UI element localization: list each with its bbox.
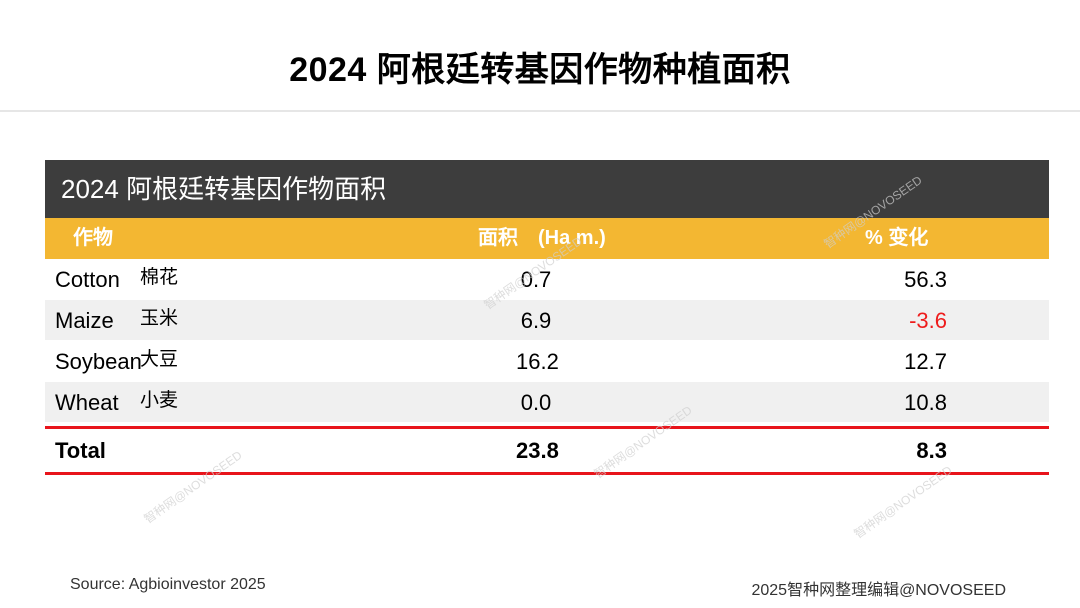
total-bottom-rule: [45, 472, 1049, 475]
table-row: Cotton 棉花 0.7 56.3: [45, 259, 1049, 300]
total-label: Total: [55, 438, 106, 463]
credit-note: 2025智种网整理编辑@NOVOSEED: [751, 582, 1006, 599]
table-caption: 2024 阿根廷转基因作物面积: [45, 160, 1049, 218]
total-pct-value: 8.3: [916, 438, 947, 463]
crop-name-en: Maize: [55, 308, 114, 333]
pct-change-value: 56.3: [904, 267, 947, 292]
crop-name-cn: 小麦: [140, 390, 179, 411]
header-crop: 作物: [73, 227, 113, 249]
total-area-value: 23.8: [516, 438, 559, 463]
area-value: 0.7: [520, 267, 552, 292]
pct-change-value: -3.6: [909, 308, 947, 333]
table-row: Maize 玉米 6.9 -3.6: [45, 300, 1049, 341]
crop-name-en: Wheat: [55, 390, 119, 415]
pct-change-value: 10.8: [904, 390, 947, 415]
total-top-rule: [45, 426, 1049, 429]
table-header-row: 作物 面积 (Ha m.) % 变化: [45, 218, 1049, 259]
crop-name-cn: 棉花: [140, 267, 179, 288]
header-pct-change: % 变化: [865, 227, 929, 249]
area-value: 0.0: [520, 390, 552, 415]
table-row: Wheat 小麦 0.0 10.8: [45, 382, 1049, 423]
crop-name-cn: 玉米: [140, 308, 179, 329]
area-value: 6.9: [520, 308, 552, 333]
header-area: 面积 (Ha m.): [478, 227, 606, 249]
source-note: Source: Agbioinvestor 2025: [70, 576, 266, 593]
total-row: Total 23.8 8.3: [45, 429, 1049, 472]
area-value: 16.2: [516, 349, 559, 374]
title-divider: [0, 110, 1080, 112]
pct-change-value: 12.7: [904, 349, 947, 374]
crop-name-cn: 大豆: [140, 349, 179, 370]
crop-name-en: Cotton: [55, 267, 120, 292]
crop-name-en: Soybean: [55, 349, 142, 374]
table-row: Soybean 大豆 16.2 12.7: [45, 341, 1049, 382]
crop-area-table: 2024 阿根廷转基因作物面积 作物 面积 (Ha m.) % 变化 Cotto…: [45, 160, 1049, 475]
page-title: 2024 阿根廷转基因作物种植面积: [289, 51, 791, 89]
